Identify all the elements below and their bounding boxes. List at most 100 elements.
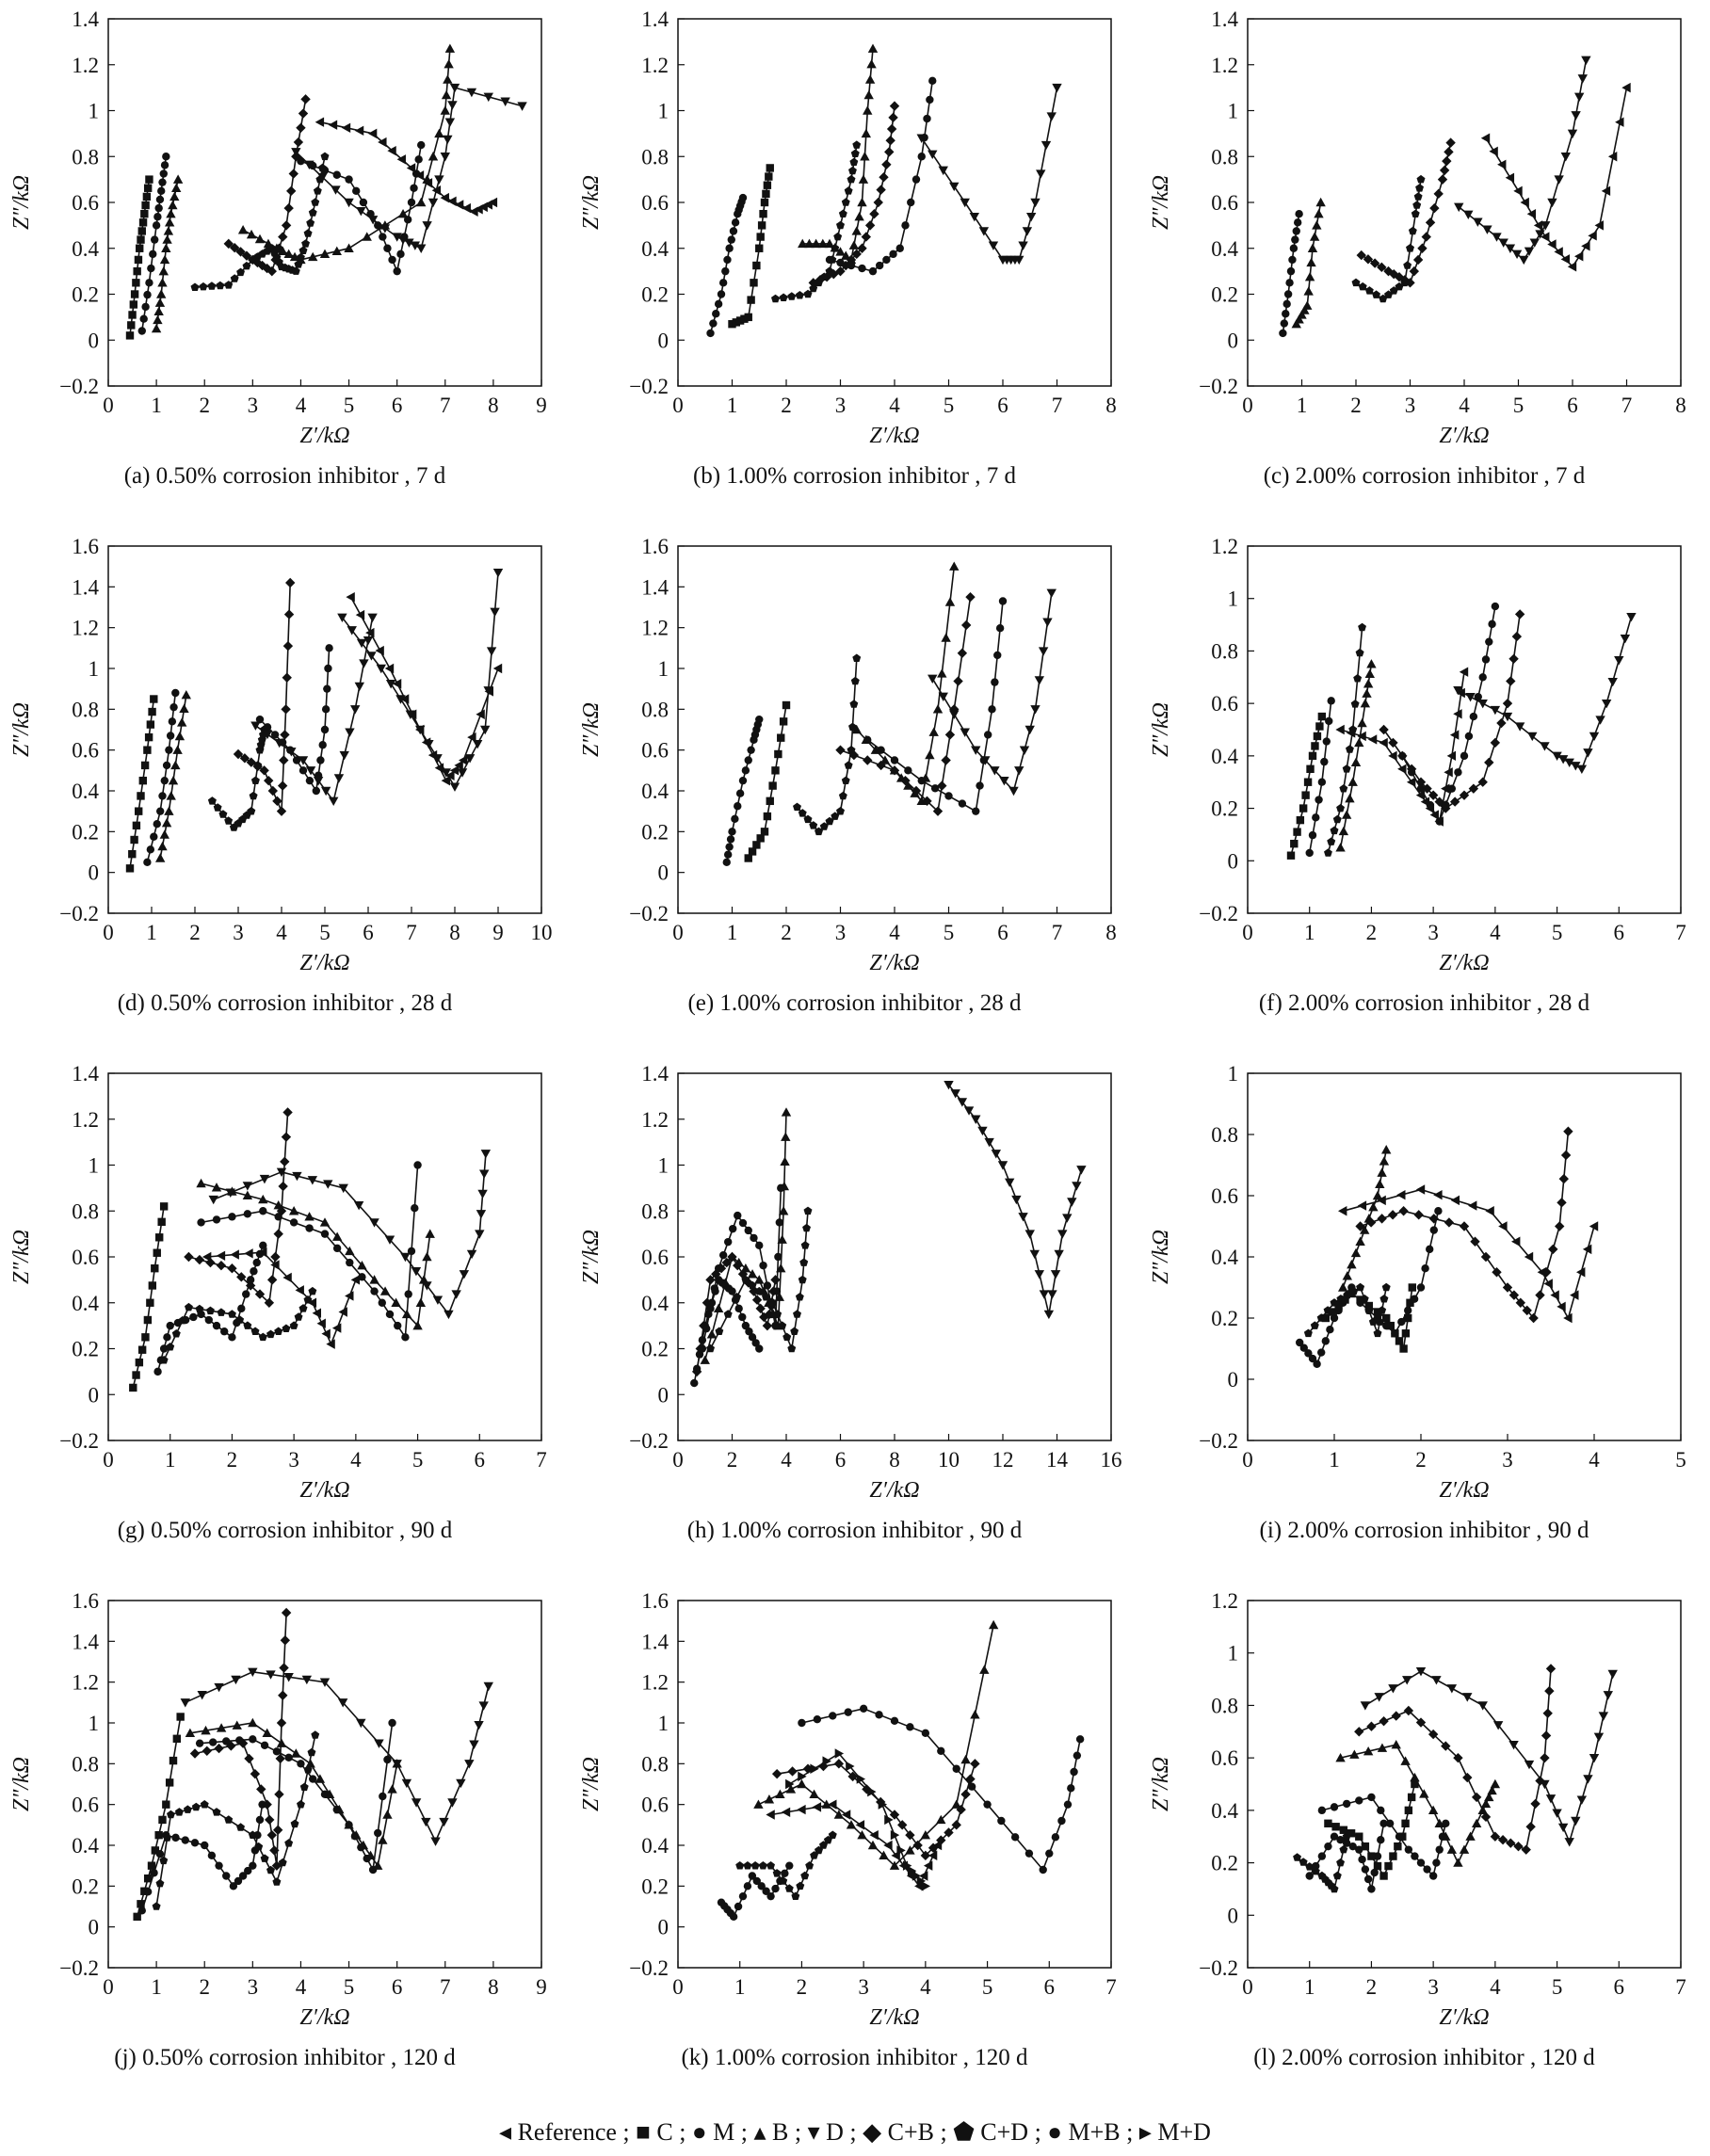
square-marker xyxy=(176,1713,185,1721)
triangle-up-marker xyxy=(273,1199,283,1210)
square-marker xyxy=(130,835,138,845)
square-marker xyxy=(1408,1283,1416,1292)
square-marker xyxy=(136,244,144,252)
triangle-down-marker xyxy=(1046,588,1057,599)
square-marker xyxy=(1315,722,1324,731)
triangle-up-marker xyxy=(863,105,873,115)
series-4-circle xyxy=(195,1718,396,1874)
square-marker xyxy=(1296,815,1305,825)
triangle-down-marker xyxy=(447,1798,458,1808)
triangle-up-marker xyxy=(734,1257,744,1267)
circle-marker xyxy=(215,1861,223,1870)
series-4-diamond xyxy=(808,101,900,288)
circle-marker xyxy=(1355,1796,1363,1805)
triangle-left-marker xyxy=(392,679,402,689)
y-tick-label: 1.2 xyxy=(641,54,669,77)
circle-marker xyxy=(195,1739,204,1747)
triangle-left-marker xyxy=(1607,152,1618,162)
triangle-down-marker xyxy=(367,613,378,623)
y-tick-label: 0.6 xyxy=(1211,692,1238,716)
pentagon-marker xyxy=(836,220,845,230)
triangle-down-marker xyxy=(432,1295,444,1305)
triangle-left-marker xyxy=(1563,1312,1573,1324)
circle-marker xyxy=(146,845,155,854)
triangle-up-marker xyxy=(319,249,331,259)
plot-frame xyxy=(677,1600,1112,1969)
circle-marker xyxy=(1045,1849,1054,1858)
triangle-down-marker xyxy=(1062,1214,1073,1223)
triangle-down-marker xyxy=(475,1230,485,1239)
triangle-down-marker xyxy=(197,1691,207,1700)
circle-marker xyxy=(723,850,733,859)
circle-marker xyxy=(1313,1360,1321,1368)
diamond-marker xyxy=(861,232,872,242)
diamond-marker xyxy=(285,577,296,588)
circle-marker xyxy=(320,166,330,175)
circle-marker xyxy=(952,1764,960,1773)
circle-marker xyxy=(155,195,165,204)
circle-marker xyxy=(926,95,934,105)
circle-marker xyxy=(374,221,382,230)
series-1-square xyxy=(728,164,774,329)
triangle-up-marker xyxy=(159,829,169,839)
pentagon-marker xyxy=(1353,674,1363,683)
diamond-marker xyxy=(245,1280,256,1291)
series-6-triangle-left xyxy=(315,117,498,217)
series-1-pentagon xyxy=(1303,1282,1391,1338)
y-tick-label: 0 xyxy=(89,861,100,885)
x-tick-label: 1 xyxy=(727,921,738,944)
triangle-down-marker xyxy=(938,692,948,701)
circle-marker xyxy=(750,1233,758,1243)
pentagon-marker xyxy=(1355,648,1364,657)
pentagon-marker xyxy=(278,1858,287,1867)
x-tick-label: 3 xyxy=(1428,921,1439,944)
triangle-up-marker xyxy=(1309,232,1320,241)
square-marker xyxy=(779,717,788,726)
triangle-up-marker xyxy=(811,238,821,249)
circle-marker xyxy=(1285,279,1294,287)
diamond-marker xyxy=(216,1260,227,1271)
square-marker xyxy=(132,821,141,830)
circle-marker xyxy=(972,807,980,815)
square-marker xyxy=(129,300,138,309)
triangle-up-marker xyxy=(248,1717,258,1728)
triangle-down-marker xyxy=(1446,1684,1458,1694)
triangle-left-marker xyxy=(1550,1290,1559,1300)
triangle-left-marker xyxy=(1557,1301,1566,1312)
x-tick-label: 4 xyxy=(1589,1448,1600,1472)
triangle-up-marker xyxy=(1347,1259,1357,1269)
triangle-left-marker xyxy=(1397,764,1407,774)
series-4-triangle-left xyxy=(1480,82,1631,272)
circle-marker xyxy=(729,227,738,235)
pentagon-marker xyxy=(235,1315,245,1324)
circle-marker xyxy=(755,1344,764,1353)
pentagon-marker xyxy=(1395,282,1404,291)
triangle-down-marker xyxy=(1008,786,1019,796)
circle-marker xyxy=(1434,1207,1443,1215)
y-tick-label: 0.6 xyxy=(72,191,99,215)
circle-marker xyxy=(997,1816,1006,1826)
triangle-down-marker xyxy=(984,1137,994,1148)
diamond-marker xyxy=(1354,1727,1364,1737)
triangle-down-marker xyxy=(916,134,927,143)
y-axis-label: Z″/kΩ xyxy=(9,702,34,757)
triangle-up-marker xyxy=(798,238,808,249)
pentagon-marker xyxy=(735,1861,745,1870)
series-5-circle xyxy=(825,76,937,276)
triangle-down-marker xyxy=(1541,221,1551,231)
square-marker xyxy=(133,266,141,276)
plot-frame xyxy=(1247,1600,1682,1969)
x-tick-label: 8 xyxy=(488,394,499,417)
triangle-up-marker xyxy=(1299,305,1310,314)
diamond-marker xyxy=(888,112,898,123)
diamond-marker xyxy=(278,1181,288,1192)
circle-marker xyxy=(727,235,735,244)
diamond-marker xyxy=(1511,631,1523,642)
circle-marker xyxy=(1282,310,1290,318)
pentagon-marker xyxy=(1330,826,1339,835)
triangle-up-marker xyxy=(288,1206,299,1215)
circle-marker xyxy=(723,1237,733,1247)
circle-marker xyxy=(775,1218,784,1227)
circle-marker xyxy=(1051,1833,1060,1842)
series-3-pentagon xyxy=(190,152,330,291)
